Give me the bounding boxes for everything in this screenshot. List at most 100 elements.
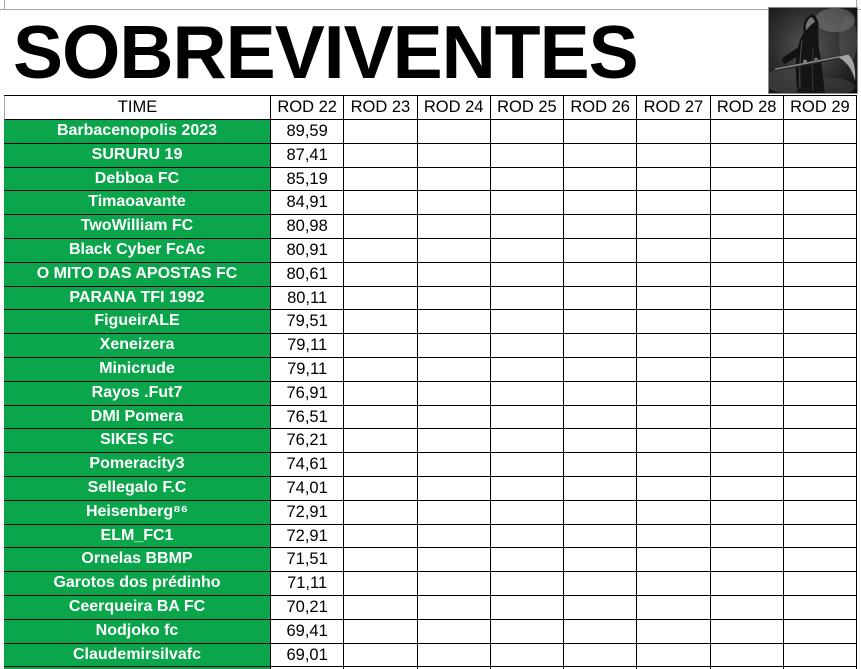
score-cell-empty[interactable]: [710, 476, 784, 501]
score-cell-empty[interactable]: [564, 548, 638, 573]
score-cell-rod22[interactable]: 79,51: [271, 310, 345, 335]
score-cell-empty[interactable]: [490, 310, 564, 335]
team-cell[interactable]: SIKES FC: [4, 429, 271, 454]
score-cell-empty[interactable]: [417, 310, 491, 335]
score-cell-empty[interactable]: [783, 215, 857, 239]
score-cell-empty[interactable]: [490, 500, 564, 525]
score-cell-empty[interactable]: [417, 238, 491, 263]
score-cell-empty[interactable]: [783, 429, 857, 454]
score-cell-empty[interactable]: [417, 572, 491, 596]
score-cell-empty[interactable]: [564, 167, 638, 192]
score-cell-rod22[interactable]: 76,21: [271, 429, 345, 454]
score-cell-empty[interactable]: [710, 500, 784, 525]
score-cell-empty[interactable]: [637, 524, 711, 549]
score-cell-empty[interactable]: [637, 572, 711, 596]
score-cell-empty[interactable]: [417, 500, 491, 525]
score-cell-rod22[interactable]: 72,91: [271, 500, 345, 525]
score-cell-empty[interactable]: [637, 120, 711, 144]
score-cell-empty[interactable]: [490, 238, 564, 263]
team-cell[interactable]: Minicrude: [4, 357, 271, 382]
score-cell-empty[interactable]: [564, 643, 638, 668]
score-cell-empty[interactable]: [710, 120, 784, 144]
score-cell-empty[interactable]: [344, 429, 418, 454]
score-cell-empty[interactable]: [417, 262, 491, 287]
team-cell[interactable]: TwoWilliam FC: [4, 215, 271, 239]
score-cell-empty[interactable]: [710, 191, 784, 216]
score-cell-empty[interactable]: [637, 667, 711, 669]
score-cell-empty[interactable]: [783, 643, 857, 668]
score-cell-empty[interactable]: [344, 548, 418, 573]
score-cell-empty[interactable]: [783, 405, 857, 430]
score-cell-rod22[interactable]: 87,41: [271, 143, 345, 168]
score-cell-empty[interactable]: [344, 262, 418, 287]
score-cell-empty[interactable]: [490, 453, 564, 477]
score-cell-empty[interactable]: [783, 143, 857, 168]
score-cell-empty[interactable]: [637, 357, 711, 382]
score-cell-empty[interactable]: [564, 524, 638, 549]
score-cell-rod22[interactable]: 76,91: [271, 381, 345, 406]
score-cell-empty[interactable]: [564, 667, 638, 669]
score-cell-empty[interactable]: [344, 595, 418, 620]
score-cell-empty[interactable]: [564, 286, 638, 311]
score-cell-empty[interactable]: [710, 215, 784, 239]
score-cell-empty[interactable]: [783, 524, 857, 549]
score-cell-empty[interactable]: [783, 619, 857, 644]
score-cell-empty[interactable]: [344, 619, 418, 644]
score-cell-empty[interactable]: [417, 476, 491, 501]
score-cell-rod22[interactable]: 80,11: [271, 286, 345, 311]
score-cell-rod22[interactable]: 89,59: [271, 120, 345, 144]
score-cell-empty[interactable]: [710, 643, 784, 668]
score-cell-empty[interactable]: [564, 476, 638, 501]
score-cell-rod22[interactable]: 79,11: [271, 357, 345, 382]
score-cell-empty[interactable]: [490, 120, 564, 144]
score-cell-empty[interactable]: [417, 191, 491, 216]
score-cell-empty[interactable]: [710, 262, 784, 287]
score-cell-empty[interactable]: [490, 548, 564, 573]
score-cell-empty[interactable]: [783, 500, 857, 525]
score-cell-empty[interactable]: [344, 310, 418, 335]
column-header-rod-29[interactable]: ROD 29: [783, 96, 857, 120]
score-cell-rod22[interactable]: 80,98: [271, 215, 345, 239]
score-cell-empty[interactable]: [637, 453, 711, 477]
score-cell-empty[interactable]: [710, 405, 784, 430]
score-cell-empty[interactable]: [637, 500, 711, 525]
score-cell-empty[interactable]: [490, 405, 564, 430]
score-cell-empty[interactable]: [564, 334, 638, 358]
score-cell-empty[interactable]: [417, 619, 491, 644]
score-cell-empty[interactable]: [783, 120, 857, 144]
score-cell-empty[interactable]: [490, 667, 564, 669]
score-cell-empty[interactable]: [417, 357, 491, 382]
score-cell-empty[interactable]: [710, 429, 784, 454]
team-cell-partial[interactable]: [4, 667, 271, 669]
team-cell[interactable]: Ornelas BBMP: [4, 548, 271, 573]
score-cell-rod22[interactable]: 80,61: [271, 262, 345, 287]
score-cell-empty[interactable]: [710, 667, 784, 669]
score-cell-empty[interactable]: [417, 286, 491, 311]
column-header-rod-22[interactable]: ROD 22: [271, 96, 345, 120]
score-cell-empty[interactable]: [637, 429, 711, 454]
score-cell-rod22[interactable]: 74,61: [271, 453, 345, 477]
score-cell-empty[interactable]: [344, 405, 418, 430]
score-cell-empty[interactable]: [710, 524, 784, 549]
score-cell-empty[interactable]: [710, 238, 784, 263]
score-cell-empty[interactable]: [344, 476, 418, 501]
score-cell-empty[interactable]: [417, 405, 491, 430]
score-cell-empty[interactable]: [710, 143, 784, 168]
score-cell-empty[interactable]: [710, 619, 784, 644]
score-cell-empty[interactable]: [783, 262, 857, 287]
score-cell-empty[interactable]: [564, 357, 638, 382]
score-cell-empty[interactable]: [564, 310, 638, 335]
score-cell-empty[interactable]: [564, 191, 638, 216]
score-cell-empty[interactable]: [710, 286, 784, 311]
score-cell-empty[interactable]: [710, 595, 784, 620]
score-cell-empty[interactable]: [710, 167, 784, 192]
score-cell-empty[interactable]: [783, 286, 857, 311]
score-cell-empty[interactable]: [564, 381, 638, 406]
team-cell[interactable]: Heisenberg⁸⁶: [4, 500, 271, 525]
score-cell-empty[interactable]: [783, 167, 857, 192]
team-cell[interactable]: Timaoavante: [4, 191, 271, 216]
team-cell[interactable]: ELM_FC1: [4, 524, 271, 549]
team-cell[interactable]: Nodjoko fc: [4, 619, 271, 644]
team-cell[interactable]: Garotos dos prédinho: [4, 572, 271, 596]
score-cell-empty[interactable]: [637, 643, 711, 668]
